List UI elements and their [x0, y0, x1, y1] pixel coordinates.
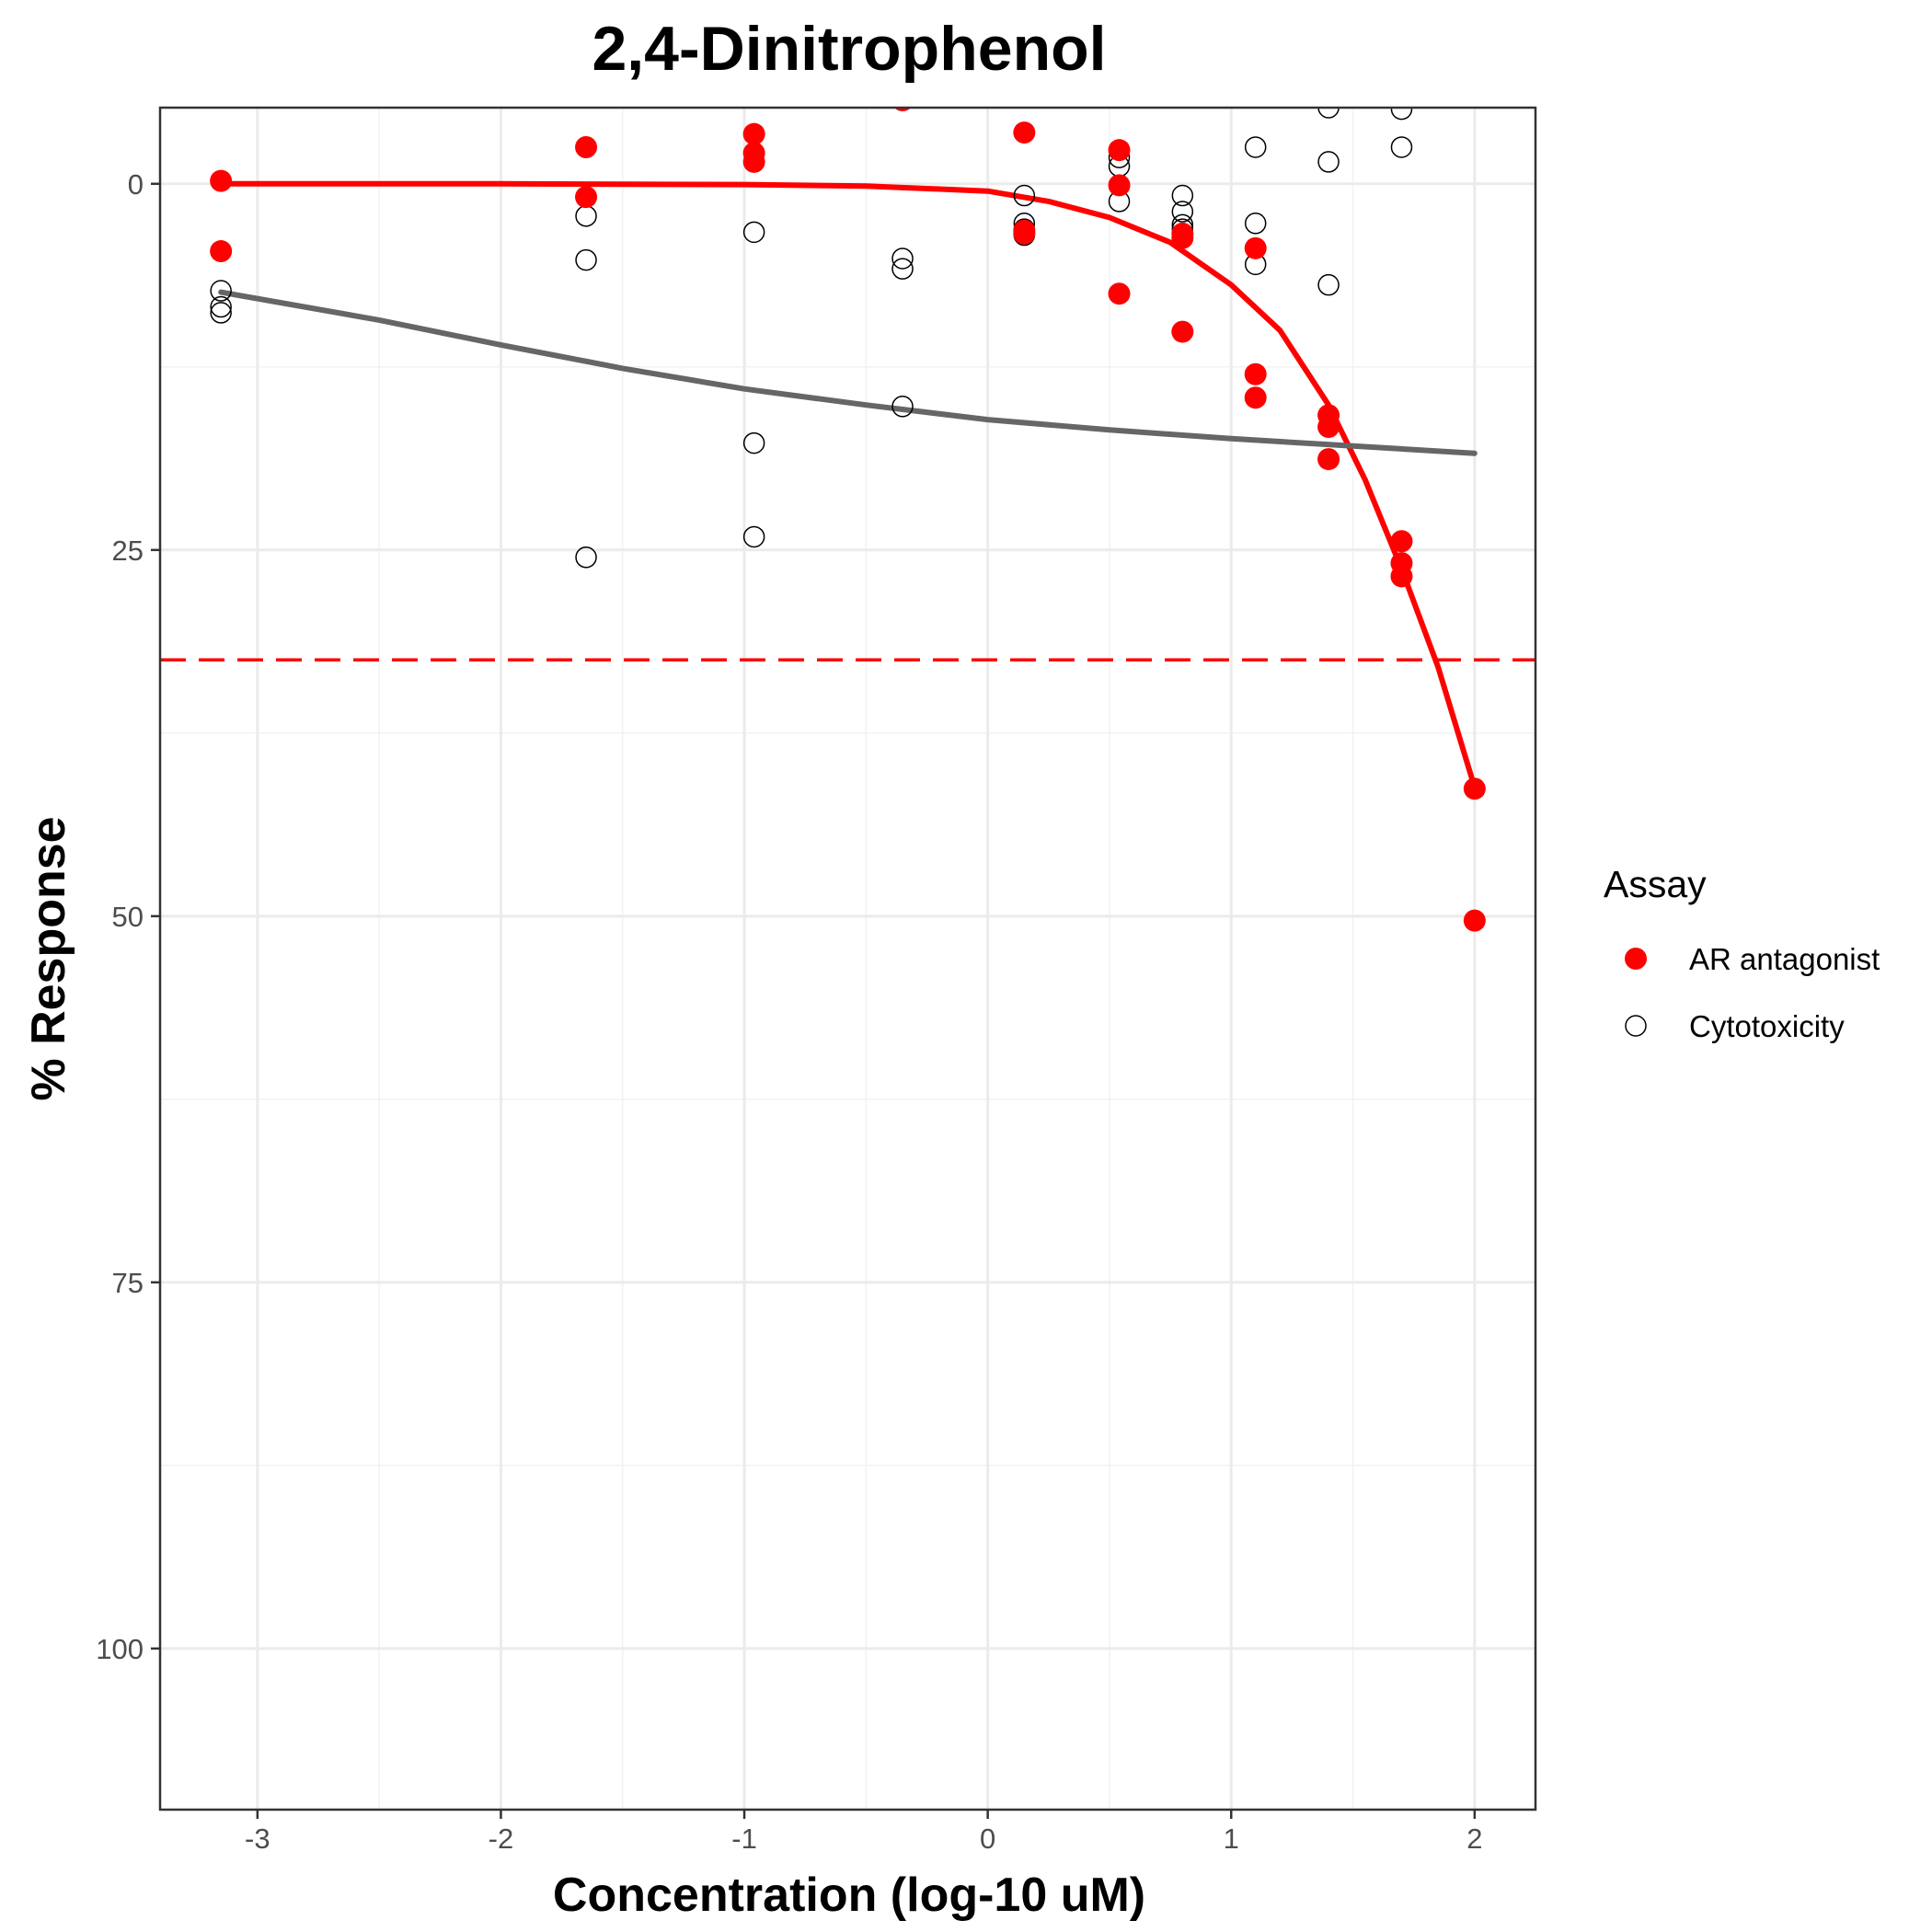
data-point-cytotoxicity	[1317, 273, 1340, 296]
fit-curves	[218, 180, 1478, 790]
data-point-cytotoxicity	[1171, 201, 1194, 223]
data-point-cytotoxicity	[575, 546, 597, 569]
data-point-ar-antagonist	[210, 169, 233, 192]
data-point-ar-antagonist	[1317, 448, 1340, 471]
x-tick-label: -2	[489, 1823, 514, 1855]
data-point-ar-antagonist	[742, 122, 765, 145]
fit-curve-ar-antagonist	[218, 180, 1478, 790]
plot-panel-border	[158, 106, 1537, 1811]
data-point-ar-antagonist	[1463, 909, 1486, 932]
data-point-cytotoxicity	[891, 258, 914, 280]
legend-key-ar-antagonist	[1625, 948, 1647, 970]
fit-curve-cytotoxicity	[218, 289, 1478, 456]
data-point-ar-antagonist	[1244, 362, 1267, 385]
y-tick-label: 0	[128, 168, 144, 201]
chart-title: 2,4-Dinitrophenol	[592, 14, 1106, 84]
data-points	[210, 108, 1486, 932]
legend-title: Assay	[1604, 863, 1707, 905]
data-point-ar-antagonist	[575, 186, 598, 209]
data-point-cytotoxicity	[1171, 184, 1194, 207]
data-point-ar-antagonist	[210, 240, 233, 263]
y-axis-ticks: 0 25 50 75 100	[96, 168, 160, 1665]
y-tick-label: 50	[112, 901, 144, 933]
data-point-ar-antagonist	[1013, 222, 1036, 245]
data-point-ar-antagonist	[1108, 174, 1131, 197]
data-point-cytotoxicity	[1390, 108, 1413, 121]
data-point-cytotoxicity	[1317, 151, 1340, 173]
x-axis-ticks: -3 -2 -1 0 1 2	[245, 1810, 1482, 1855]
x-tick-label: -1	[731, 1823, 757, 1855]
legend-key-cytotoxicity	[1625, 1015, 1647, 1037]
data-point-cytotoxicity	[210, 295, 232, 318]
data-point-ar-antagonist	[575, 135, 598, 158]
data-point-cytotoxicity	[742, 431, 765, 454]
y-tick-label: 75	[112, 1267, 144, 1299]
data-point-cytotoxicity	[1244, 213, 1267, 235]
data-point-cytotoxicity	[891, 396, 914, 418]
data-point-cytotoxicity	[1317, 108, 1340, 119]
x-tick-label: 0	[980, 1823, 995, 1855]
y-tick-label: 100	[96, 1633, 144, 1665]
data-point-ar-antagonist	[1244, 386, 1267, 409]
x-axis-title: Concentration (log-10 uM)	[553, 1869, 1145, 1922]
data-point-cytotoxicity	[742, 525, 765, 548]
data-point-ar-antagonist	[1463, 777, 1486, 800]
x-tick-label: -3	[245, 1823, 270, 1855]
data-point-cytotoxicity	[1244, 136, 1267, 158]
data-point-cytotoxicity	[575, 248, 597, 271]
data-point-ar-antagonist	[1171, 226, 1194, 249]
legend-label-ar-antagonist: AR antagonist	[1689, 942, 1880, 976]
x-tick-label: 1	[1224, 1823, 1239, 1855]
data-point-cytotoxicity	[1390, 136, 1413, 158]
data-point-cytotoxicity	[210, 302, 232, 324]
y-tick-label: 25	[112, 535, 144, 567]
data-point-ar-antagonist	[1317, 416, 1340, 439]
data-point-cytotoxicity	[210, 280, 232, 302]
minor-gridlines	[160, 108, 1535, 1810]
data-point-cytotoxicity	[1013, 184, 1036, 207]
data-point-ar-antagonist	[1390, 565, 1413, 588]
data-point-ar-antagonist	[1013, 121, 1036, 144]
data-point-ar-antagonist	[742, 150, 765, 173]
data-point-ar-antagonist	[1390, 530, 1413, 553]
data-point-ar-antagonist	[1108, 282, 1131, 305]
data-point-ar-antagonist	[1244, 236, 1267, 259]
x-tick-label: 2	[1466, 1823, 1482, 1855]
data-point-ar-antagonist	[1108, 139, 1131, 162]
data-point-ar-antagonist	[1171, 320, 1194, 343]
legend: Assay AR antagonist Cytotoxicity	[1604, 863, 1880, 1043]
y-axis-title: % Response	[22, 816, 75, 1100]
data-point-cytotoxicity	[742, 221, 765, 244]
legend-label-cytotoxicity: Cytotoxicity	[1689, 1009, 1845, 1043]
data-point-cytotoxicity	[891, 247, 914, 270]
